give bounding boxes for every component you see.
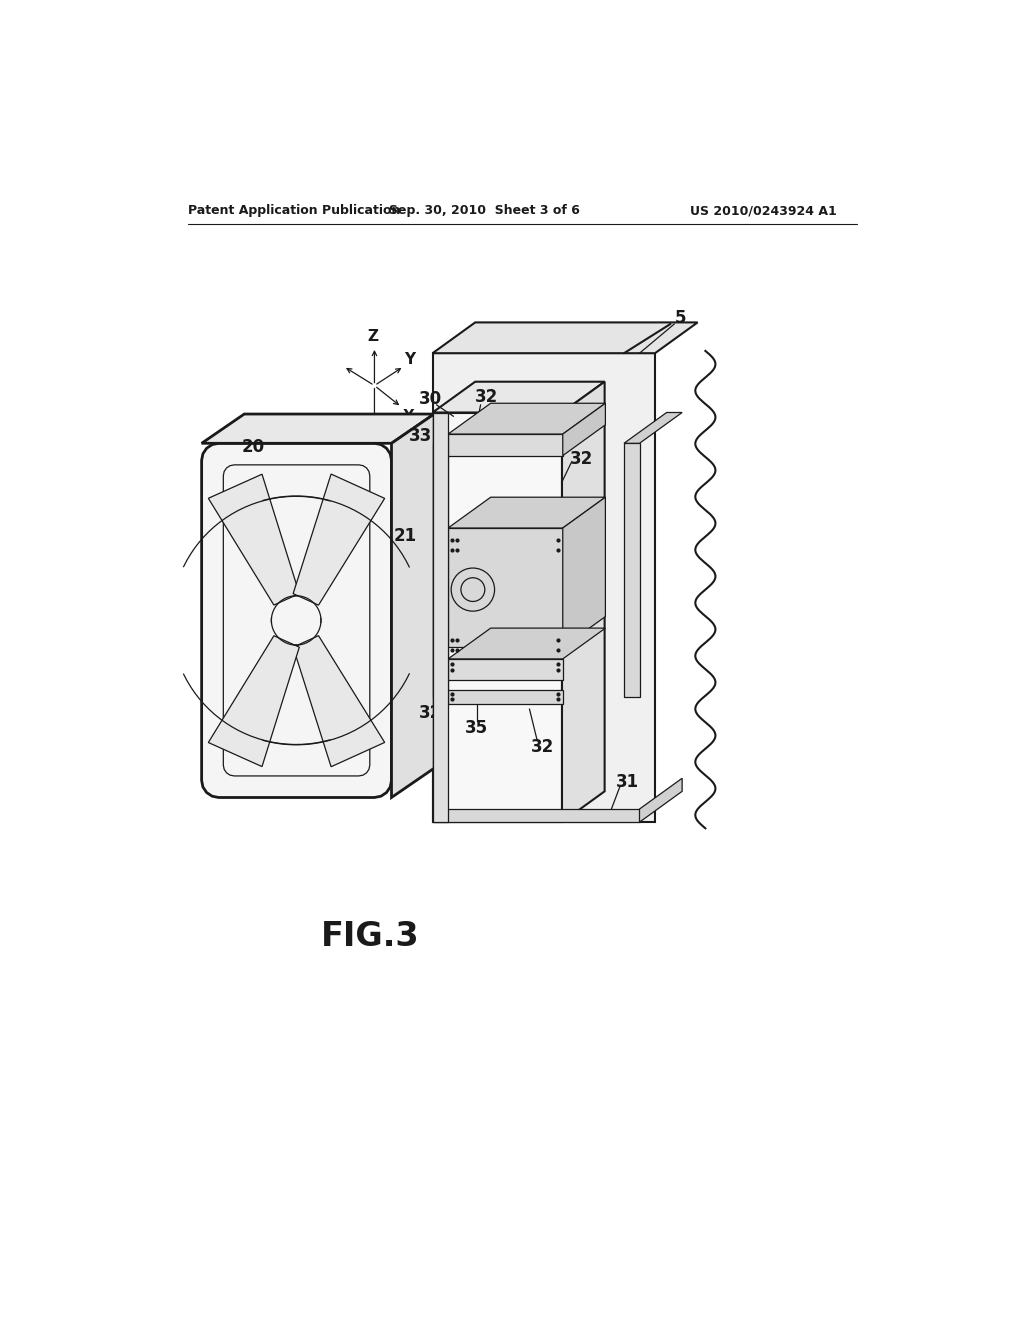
Polygon shape <box>432 381 604 412</box>
Text: 31: 31 <box>616 774 639 791</box>
Polygon shape <box>223 465 370 776</box>
Polygon shape <box>563 404 605 455</box>
Polygon shape <box>208 636 299 767</box>
Text: 32: 32 <box>474 388 498 407</box>
Polygon shape <box>391 414 434 797</box>
Polygon shape <box>449 498 605 528</box>
Polygon shape <box>432 412 562 822</box>
Text: Y: Y <box>404 352 416 367</box>
Polygon shape <box>432 444 449 697</box>
Polygon shape <box>624 444 640 697</box>
Polygon shape <box>449 689 563 704</box>
Text: 20: 20 <box>242 438 265 457</box>
Text: US 2010/0243924 A1: US 2010/0243924 A1 <box>690 205 837 218</box>
Polygon shape <box>432 412 449 822</box>
Text: 5: 5 <box>675 309 686 327</box>
Polygon shape <box>449 404 605 434</box>
Polygon shape <box>208 474 299 605</box>
Text: FIG.3: FIG.3 <box>322 920 420 953</box>
Polygon shape <box>563 498 605 647</box>
Text: 21: 21 <box>394 527 417 545</box>
Polygon shape <box>449 434 563 455</box>
Text: X: X <box>402 409 415 424</box>
Polygon shape <box>432 354 655 822</box>
Text: 32: 32 <box>531 738 554 756</box>
Text: Sep. 30, 2010  Sheet 3 of 6: Sep. 30, 2010 Sheet 3 of 6 <box>389 205 580 218</box>
Polygon shape <box>449 528 563 647</box>
Text: 35: 35 <box>465 719 488 737</box>
Polygon shape <box>449 628 605 659</box>
Text: 33: 33 <box>410 426 432 445</box>
Polygon shape <box>432 809 640 822</box>
Text: Z: Z <box>368 329 379 343</box>
Text: Patent Application Publication: Patent Application Publication <box>188 205 400 218</box>
Polygon shape <box>624 412 682 444</box>
Text: 32: 32 <box>569 450 593 467</box>
Polygon shape <box>432 322 697 354</box>
Polygon shape <box>562 381 604 822</box>
Text: 30: 30 <box>419 391 441 408</box>
Polygon shape <box>202 414 434 444</box>
Polygon shape <box>293 636 385 767</box>
Polygon shape <box>293 474 385 605</box>
Polygon shape <box>449 659 563 681</box>
Polygon shape <box>202 444 391 797</box>
Text: 32: 32 <box>419 704 442 722</box>
Polygon shape <box>640 779 682 822</box>
